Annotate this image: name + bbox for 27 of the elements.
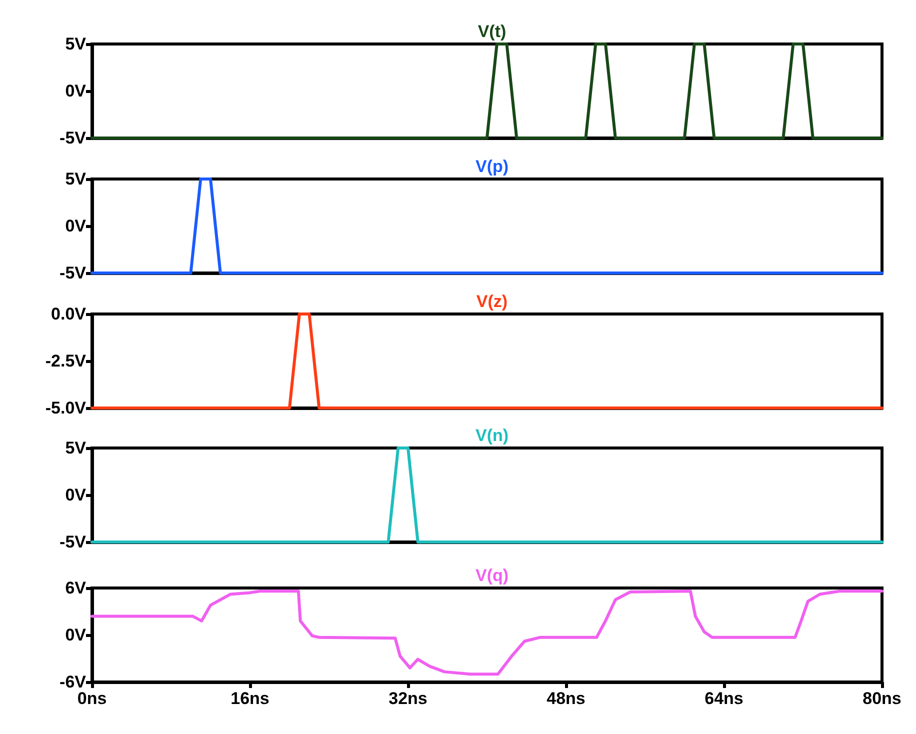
y-tick-label: 0V — [65, 486, 87, 504]
y-tick-label: 0V — [65, 216, 87, 236]
y-tick-label: -5.0V — [45, 398, 87, 418]
y-tick-label: 0V — [65, 626, 87, 644]
chart-title: V(p) — [475, 157, 509, 176]
chart-title: V(t) — [478, 22, 506, 41]
y-tick-label: 5V — [65, 170, 87, 188]
x-tick-label: 64ns — [704, 689, 744, 708]
chart-title: V(n) — [475, 426, 509, 445]
y-tick-label: 5V — [65, 34, 87, 54]
x-tick-label: 32ns — [388, 689, 428, 708]
chart-title: V(q) — [475, 566, 509, 585]
y-tick-label: -6V — [60, 672, 87, 692]
y-tick-label: 0.0V — [51, 304, 87, 324]
y-tick-label: 6V — [65, 578, 87, 598]
y-tick-label: 5V — [65, 438, 87, 458]
x-tick-label: 16ns — [230, 689, 270, 708]
y-tick-label: -5V — [60, 264, 87, 282]
chart-title: V(z) — [476, 292, 508, 311]
x-tick-label: 48ns — [546, 689, 586, 708]
line-series — [90, 590, 884, 676]
y-tick-label: 0V — [65, 82, 87, 100]
y-tick-label: -5V — [60, 128, 87, 148]
x-tick-label: 80ns — [862, 689, 902, 708]
x-tick-label: 0ns — [77, 689, 107, 708]
y-tick-label: -2.5V — [45, 352, 87, 370]
y-tick-label: -5V — [60, 532, 87, 552]
